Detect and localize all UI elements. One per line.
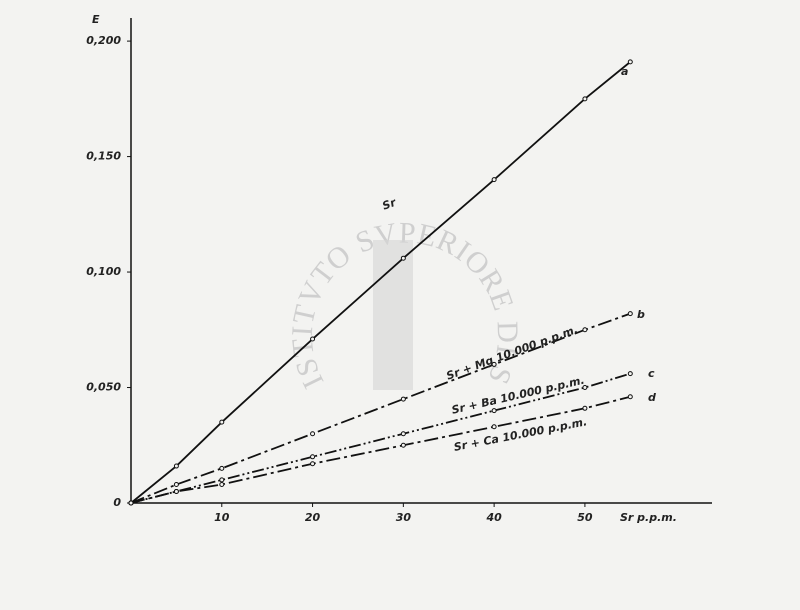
series-line bbox=[130, 312, 631, 504]
x-tick-label: 30 bbox=[396, 511, 412, 524]
point bbox=[582, 96, 588, 102]
point bbox=[627, 59, 633, 65]
x-tick-label: 50 bbox=[577, 511, 593, 524]
watermark: ISTITVTO SVPERIORE DI SANITA bbox=[0, 0, 524, 394]
series-label: c bbox=[648, 367, 655, 380]
y-tick-label: 0,200 bbox=[86, 34, 121, 47]
point bbox=[491, 408, 497, 414]
y-tick-label: 0 bbox=[113, 496, 121, 509]
point bbox=[173, 488, 179, 494]
point bbox=[491, 361, 497, 367]
x-tick-label: 20 bbox=[305, 511, 321, 524]
point bbox=[400, 255, 406, 261]
point bbox=[582, 327, 588, 333]
point bbox=[627, 394, 633, 400]
point bbox=[582, 405, 588, 411]
x-tick-label: 10 bbox=[214, 511, 230, 524]
point bbox=[219, 477, 225, 483]
y-tick-label: 0,100 bbox=[86, 265, 121, 278]
annotation: Sr bbox=[381, 196, 399, 213]
series-label: b bbox=[637, 308, 645, 321]
point bbox=[128, 500, 134, 506]
annotation: Sr + Ba 10.000 p.p.m. bbox=[450, 374, 585, 417]
point bbox=[310, 431, 316, 437]
x-tick-label: 40 bbox=[485, 511, 502, 524]
point bbox=[310, 454, 316, 460]
point bbox=[627, 311, 633, 317]
series-line bbox=[130, 395, 631, 504]
y-tick-label: 0,050 bbox=[86, 381, 121, 394]
point bbox=[627, 371, 633, 377]
series-line bbox=[130, 61, 631, 504]
point bbox=[219, 465, 225, 471]
point bbox=[173, 482, 179, 488]
point bbox=[491, 177, 497, 183]
annotation: Sr + Ca 10.000 p.p.m. bbox=[453, 415, 589, 454]
point bbox=[310, 336, 316, 342]
y-axis-label: E bbox=[92, 13, 100, 26]
watermark-emblem bbox=[373, 240, 413, 390]
point bbox=[400, 442, 406, 448]
point bbox=[310, 461, 316, 467]
watermark-text: ISTITVTO SVPERIORE DI SANITA bbox=[0, 0, 522, 394]
point bbox=[491, 424, 497, 430]
point bbox=[400, 431, 406, 437]
x-axis-label: Sr p.p.m. bbox=[620, 511, 677, 524]
series-label: d bbox=[648, 391, 656, 404]
point bbox=[219, 419, 225, 425]
point bbox=[400, 396, 406, 402]
point bbox=[582, 385, 588, 391]
point bbox=[173, 463, 179, 469]
y-tick-label: 0,150 bbox=[86, 150, 121, 163]
series-label: a bbox=[621, 65, 628, 78]
point bbox=[219, 482, 225, 488]
